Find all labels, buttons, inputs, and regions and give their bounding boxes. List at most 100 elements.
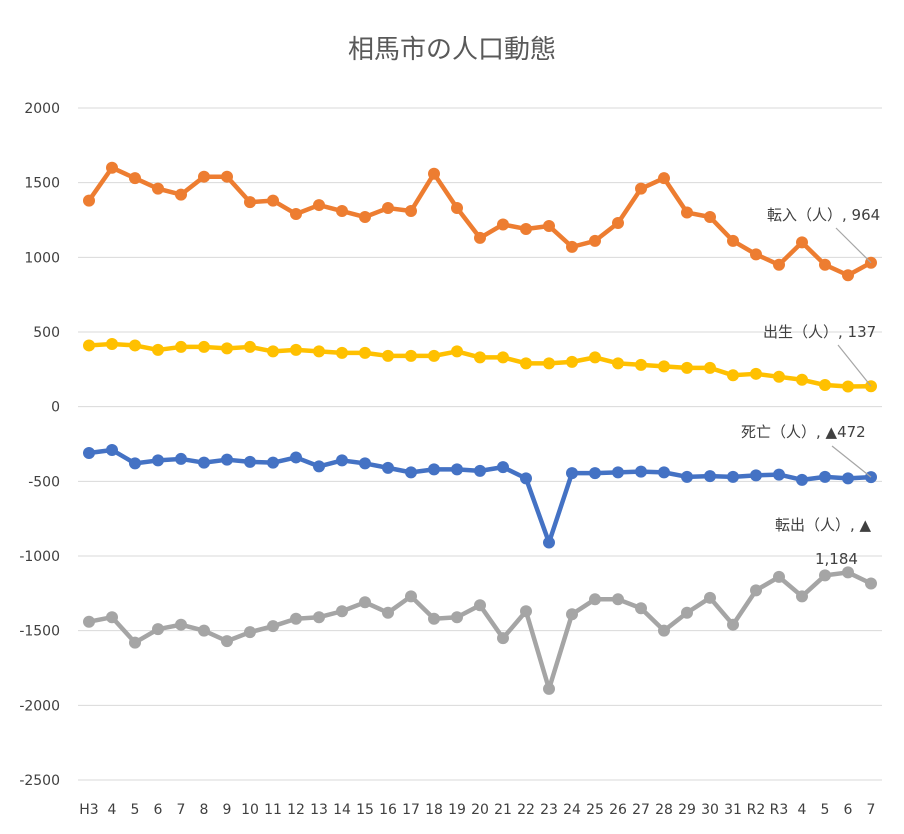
data-point-tennyu <box>244 196 256 209</box>
y-tick-label: 1500 <box>24 176 60 192</box>
data-point-shibo <box>635 465 647 478</box>
data-point-shibo <box>267 456 279 469</box>
data-point-shibo <box>474 464 486 477</box>
data-point-tennyu <box>428 167 440 180</box>
data-point-shussei <box>474 351 486 364</box>
leader-line-shussei <box>837 344 872 387</box>
data-point-tenshutsu <box>405 590 417 603</box>
data-point-shibo <box>106 443 118 456</box>
data-point-tenshutsu <box>198 624 210 637</box>
data-point-shussei <box>566 355 578 368</box>
data-point-shibo <box>520 472 532 485</box>
data-point-tennyu <box>175 188 187 201</box>
data-point-shussei <box>405 349 417 362</box>
x-tick-label: 5 <box>821 802 830 818</box>
data-point-shibo <box>727 470 739 483</box>
data-point-tenshutsu <box>658 624 670 637</box>
data-point-tenshutsu <box>842 566 854 579</box>
data-point-tennyu <box>566 240 578 253</box>
data-point-shibo <box>658 466 670 479</box>
data-point-tenshutsu <box>359 596 371 609</box>
data-point-tenshutsu <box>773 570 785 583</box>
x-axis-ticks: H3 4 5 6 7 8 9 10 11 12 13 14 15 16 17 18 19 20 21 22 23 24 25… <box>79 802 875 818</box>
chart-title: 相馬市の人口動態 <box>348 35 556 65</box>
data-point-shussei <box>612 357 624 370</box>
data-point-shussei <box>451 345 463 358</box>
data-point-shussei <box>520 357 532 370</box>
y-tick-label: 0 <box>51 400 60 416</box>
data-point-tennyu <box>520 222 532 235</box>
data-point-tennyu <box>819 258 831 271</box>
data-point-tennyu <box>336 205 348 218</box>
x-tick-label: 8 <box>200 802 209 818</box>
data-point-tennyu <box>290 208 302 221</box>
data-point-tennyu <box>451 202 463 215</box>
data-point-tennyu <box>267 194 279 207</box>
data-point-tenshutsu <box>129 636 141 649</box>
data-point-shussei <box>589 351 601 364</box>
x-tick-label: 26 <box>609 802 627 818</box>
series-tennyu <box>83 161 877 282</box>
x-tick-label: 7 <box>177 802 186 818</box>
data-point-tenshutsu <box>290 612 302 625</box>
data-point-shussei <box>497 351 509 364</box>
data-point-shussei <box>152 343 164 356</box>
data-point-shussei <box>704 361 716 374</box>
data-point-tennyu <box>382 202 394 215</box>
data-point-tenshutsu <box>313 611 325 624</box>
x-tick-label: 23 <box>540 802 558 818</box>
data-point-tenshutsu <box>83 615 95 628</box>
data-point-shibo <box>773 468 785 481</box>
data-point-tenshutsu <box>727 618 739 631</box>
label-tenshutsu-line1: 転出（人）, ▲ <box>775 516 872 534</box>
x-tick-label: 21 <box>494 802 512 818</box>
x-tick-label: 13 <box>310 802 328 818</box>
data-point-shussei <box>819 379 831 392</box>
data-point-tenshutsu <box>221 635 233 648</box>
data-point-shibo <box>704 470 716 483</box>
series-layer <box>83 161 877 695</box>
data-point-tenshutsu <box>152 623 164 636</box>
data-point-tennyu <box>727 234 739 247</box>
leader-line-shibo <box>831 445 872 478</box>
data-point-shibo <box>152 454 164 467</box>
x-tick-label: R2 <box>747 802 766 818</box>
data-point-shussei <box>842 380 854 393</box>
data-point-shussei <box>635 358 647 371</box>
data-point-tenshutsu <box>704 591 716 604</box>
data-point-shibo <box>83 446 95 459</box>
data-point-shibo <box>842 472 854 485</box>
data-point-shibo <box>451 463 463 476</box>
data-point-shussei <box>681 361 693 374</box>
data-point-tenshutsu <box>819 569 831 582</box>
label-tennyu: 転入（人）, 964 <box>767 206 880 224</box>
data-point-shibo <box>382 461 394 474</box>
data-point-tenshutsu <box>175 618 187 631</box>
data-point-shussei <box>290 343 302 356</box>
x-tick-label: 4 <box>108 802 117 818</box>
data-point-tennyu <box>106 161 118 174</box>
data-point-shussei <box>658 360 670 373</box>
data-point-tenshutsu <box>451 611 463 624</box>
data-point-tennyu <box>359 211 371 224</box>
x-tick-label: 28 <box>655 802 673 818</box>
data-point-shussei <box>382 349 394 362</box>
data-point-shibo <box>405 466 417 479</box>
data-point-shussei <box>796 373 808 386</box>
data-point-tenshutsu <box>382 606 394 619</box>
data-point-shussei <box>175 340 187 353</box>
annotations: 転入（人）, 964 出生（人）, 137 死亡（人）, ▲472 転出（人）,… <box>741 206 880 568</box>
y-tick-label: 1000 <box>24 250 60 266</box>
x-tick-label: 17 <box>402 802 420 818</box>
x-tick-label: 19 <box>448 802 466 818</box>
label-tenshutsu-line2: 1,184 <box>815 550 858 568</box>
data-point-tennyu <box>313 199 325 212</box>
y-tick-label: -500 <box>28 474 60 490</box>
data-point-tennyu <box>704 211 716 224</box>
data-point-shibo <box>221 453 233 466</box>
data-point-shibo <box>681 470 693 483</box>
data-point-tennyu <box>796 236 808 249</box>
x-tick-label: 31 <box>724 802 742 818</box>
data-point-shibo <box>543 536 555 549</box>
